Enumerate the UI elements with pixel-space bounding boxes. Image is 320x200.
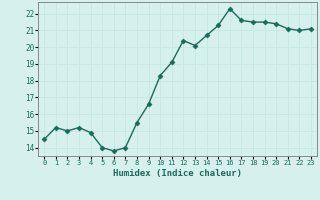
X-axis label: Humidex (Indice chaleur): Humidex (Indice chaleur) bbox=[113, 169, 242, 178]
